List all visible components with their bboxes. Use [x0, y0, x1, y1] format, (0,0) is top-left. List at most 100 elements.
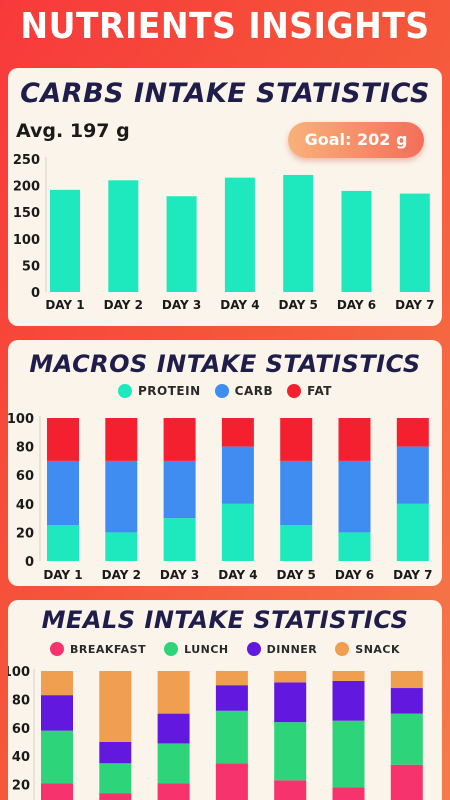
bar-day-5-dinner — [274, 682, 307, 723]
legend-label-lunch: LUNCH — [184, 642, 229, 656]
bar-day-4 — [224, 177, 255, 292]
bar-day-2-dinner — [99, 742, 132, 764]
bar-day-6-carb — [338, 460, 371, 533]
y-tick-label-150: 150 — [13, 206, 40, 221]
legend-label-fat: FAT — [307, 384, 332, 398]
bar-day-5-carb — [280, 460, 313, 526]
bar-day-3-protein — [163, 518, 196, 561]
bar-day-1 — [50, 189, 80, 292]
macros-legend: PROTEIN CARB FAT — [8, 384, 442, 398]
x-tick-label-day-2: DAY 2 — [104, 298, 143, 312]
dinner-swatch — [246, 642, 261, 656]
bar-day-3-snack — [157, 671, 190, 714]
bar-day-6-fat — [338, 418, 371, 461]
bar-day-2-protein — [105, 532, 138, 561]
bar-day-6-dinner — [332, 680, 365, 721]
bar-day-4-breakfast — [215, 763, 248, 800]
bar-day-1-carb — [47, 460, 79, 526]
bar-day-2-lunch — [99, 763, 132, 794]
app-title: NUTRIENTS INSIGHTS — [20, 6, 430, 47]
bar-day-6-breakfast — [332, 787, 365, 800]
y-tick-label-20: 20 — [16, 526, 34, 541]
bar-day-6-snack — [332, 671, 365, 681]
legend-item-breakfast: BREAKFAST — [49, 642, 147, 656]
bar-day-4-dinner — [215, 685, 248, 711]
bar-day-5-breakfast — [274, 780, 307, 800]
y-tick-label-80: 80 — [12, 693, 30, 708]
bar-day-4-snack — [215, 671, 248, 686]
bar-day-6 — [341, 190, 372, 292]
bar-day-1-protein — [47, 525, 79, 561]
bar-day-3-fat — [163, 418, 196, 461]
bar-day-3-lunch — [157, 743, 190, 784]
lunch-swatch — [164, 642, 179, 656]
bar-day-3 — [166, 196, 197, 292]
bar-day-7-protein — [396, 503, 429, 561]
legend-label-carb: CARB — [234, 384, 274, 398]
snack-swatch — [335, 642, 350, 656]
carbs-chart-title: CARBS INTAKE STATISTICS — [20, 78, 430, 109]
bar-day-7-fat — [396, 418, 429, 447]
bar-day-2-fat — [105, 418, 138, 461]
y-tick-label-100: 100 — [13, 233, 40, 248]
bar-day-2 — [108, 180, 139, 292]
carbs-card: CARBS INTAKE STATISTICS Avg. 197 g Goal:… — [8, 68, 442, 326]
bar-day-1-breakfast — [41, 783, 73, 800]
legend-item-lunch: LUNCH — [164, 642, 229, 656]
carb-swatch — [214, 384, 229, 398]
bar-day-5-lunch — [274, 722, 307, 781]
bar-day-7-dinner — [390, 688, 423, 714]
y-tick-label-20: 20 — [12, 779, 30, 794]
bar-day-4-carb — [221, 446, 254, 504]
x-tick-label-day-4: DAY 4 — [218, 568, 257, 582]
bar-day-1-lunch — [41, 730, 73, 784]
breakfast-swatch — [49, 642, 64, 656]
bar-day-6-protein — [338, 532, 371, 561]
bar-day-2-snack — [99, 671, 132, 742]
bar-day-7-carb — [396, 446, 429, 504]
bar-day-1-fat — [47, 418, 79, 461]
y-tick-label-100: 100 — [8, 665, 30, 680]
legend-item-dinner: DINNER — [246, 642, 318, 656]
legend-label-snack: SNACK — [355, 642, 401, 656]
legend-label-breakfast: BREAKFAST — [69, 642, 147, 656]
y-tick-label-40: 40 — [12, 750, 30, 765]
bar-day-3-breakfast — [157, 783, 190, 800]
meals-stacked-bar-chart: 20 40 60 80 100 — [8, 665, 423, 800]
bar-day-3-carb — [163, 460, 196, 519]
macros-card: MACROS INTAKE STATISTICS PROTEIN CARB FA… — [8, 340, 442, 586]
bar-day-7-lunch — [390, 713, 423, 765]
bar-day-5-fat — [280, 418, 313, 461]
carbs-bar-chart: 0 50 100 150 200 250 DAY 1 DAY 2 DAY 3 DAY 4 DAY 5… — [13, 153, 435, 312]
x-tick-label-day-1: DAY 1 — [45, 298, 84, 312]
y-tick-label-50: 50 — [22, 259, 40, 274]
y-tick-label-80: 80 — [16, 441, 34, 456]
bar-day-4-protein — [221, 503, 254, 561]
y-tick-label-60: 60 — [16, 469, 34, 484]
macros-stacked-bar-chart: 0 20 40 60 80 100 DAY 1 DAY 2 DAY 3 DAY 4 DAY 5 DAY… — [8, 412, 432, 582]
y-tick-label-100: 100 — [8, 412, 34, 427]
meals-legend: BREAKFAST LUNCH DINNER SNACK — [8, 642, 442, 656]
legend-label-dinner: DINNER — [266, 642, 318, 656]
bar-day-5-snack — [274, 671, 307, 683]
bar-day-7-breakfast — [390, 764, 423, 800]
x-tick-label-day-2: DAY 2 — [102, 568, 141, 582]
x-tick-label-day-6: DAY 6 — [337, 298, 376, 312]
y-tick-label-200: 200 — [13, 180, 40, 195]
bar-day-5 — [283, 174, 314, 292]
x-tick-label-day-4: DAY 4 — [220, 298, 259, 312]
y-tick-label-60: 60 — [12, 722, 30, 737]
bar-day-4-fat — [221, 418, 254, 447]
bar-day-5-protein — [280, 525, 313, 561]
macros-chart-title: MACROS INTAKE STATISTICS — [29, 350, 421, 378]
legend-label-protein: PROTEIN — [138, 384, 201, 398]
y-tick-label-250: 250 — [13, 153, 40, 168]
bar-day-6-lunch — [332, 720, 365, 788]
carbs-goal-badge[interactable]: Goal: 202 g — [288, 122, 424, 158]
bar-day-3-dinner — [157, 713, 190, 744]
bar-day-2-carb — [105, 460, 138, 533]
fat-swatch — [287, 384, 302, 398]
bar-day-7-snack — [390, 671, 423, 689]
y-tick-label-0: 0 — [25, 555, 34, 570]
legend-item-fat: FAT — [287, 384, 332, 398]
